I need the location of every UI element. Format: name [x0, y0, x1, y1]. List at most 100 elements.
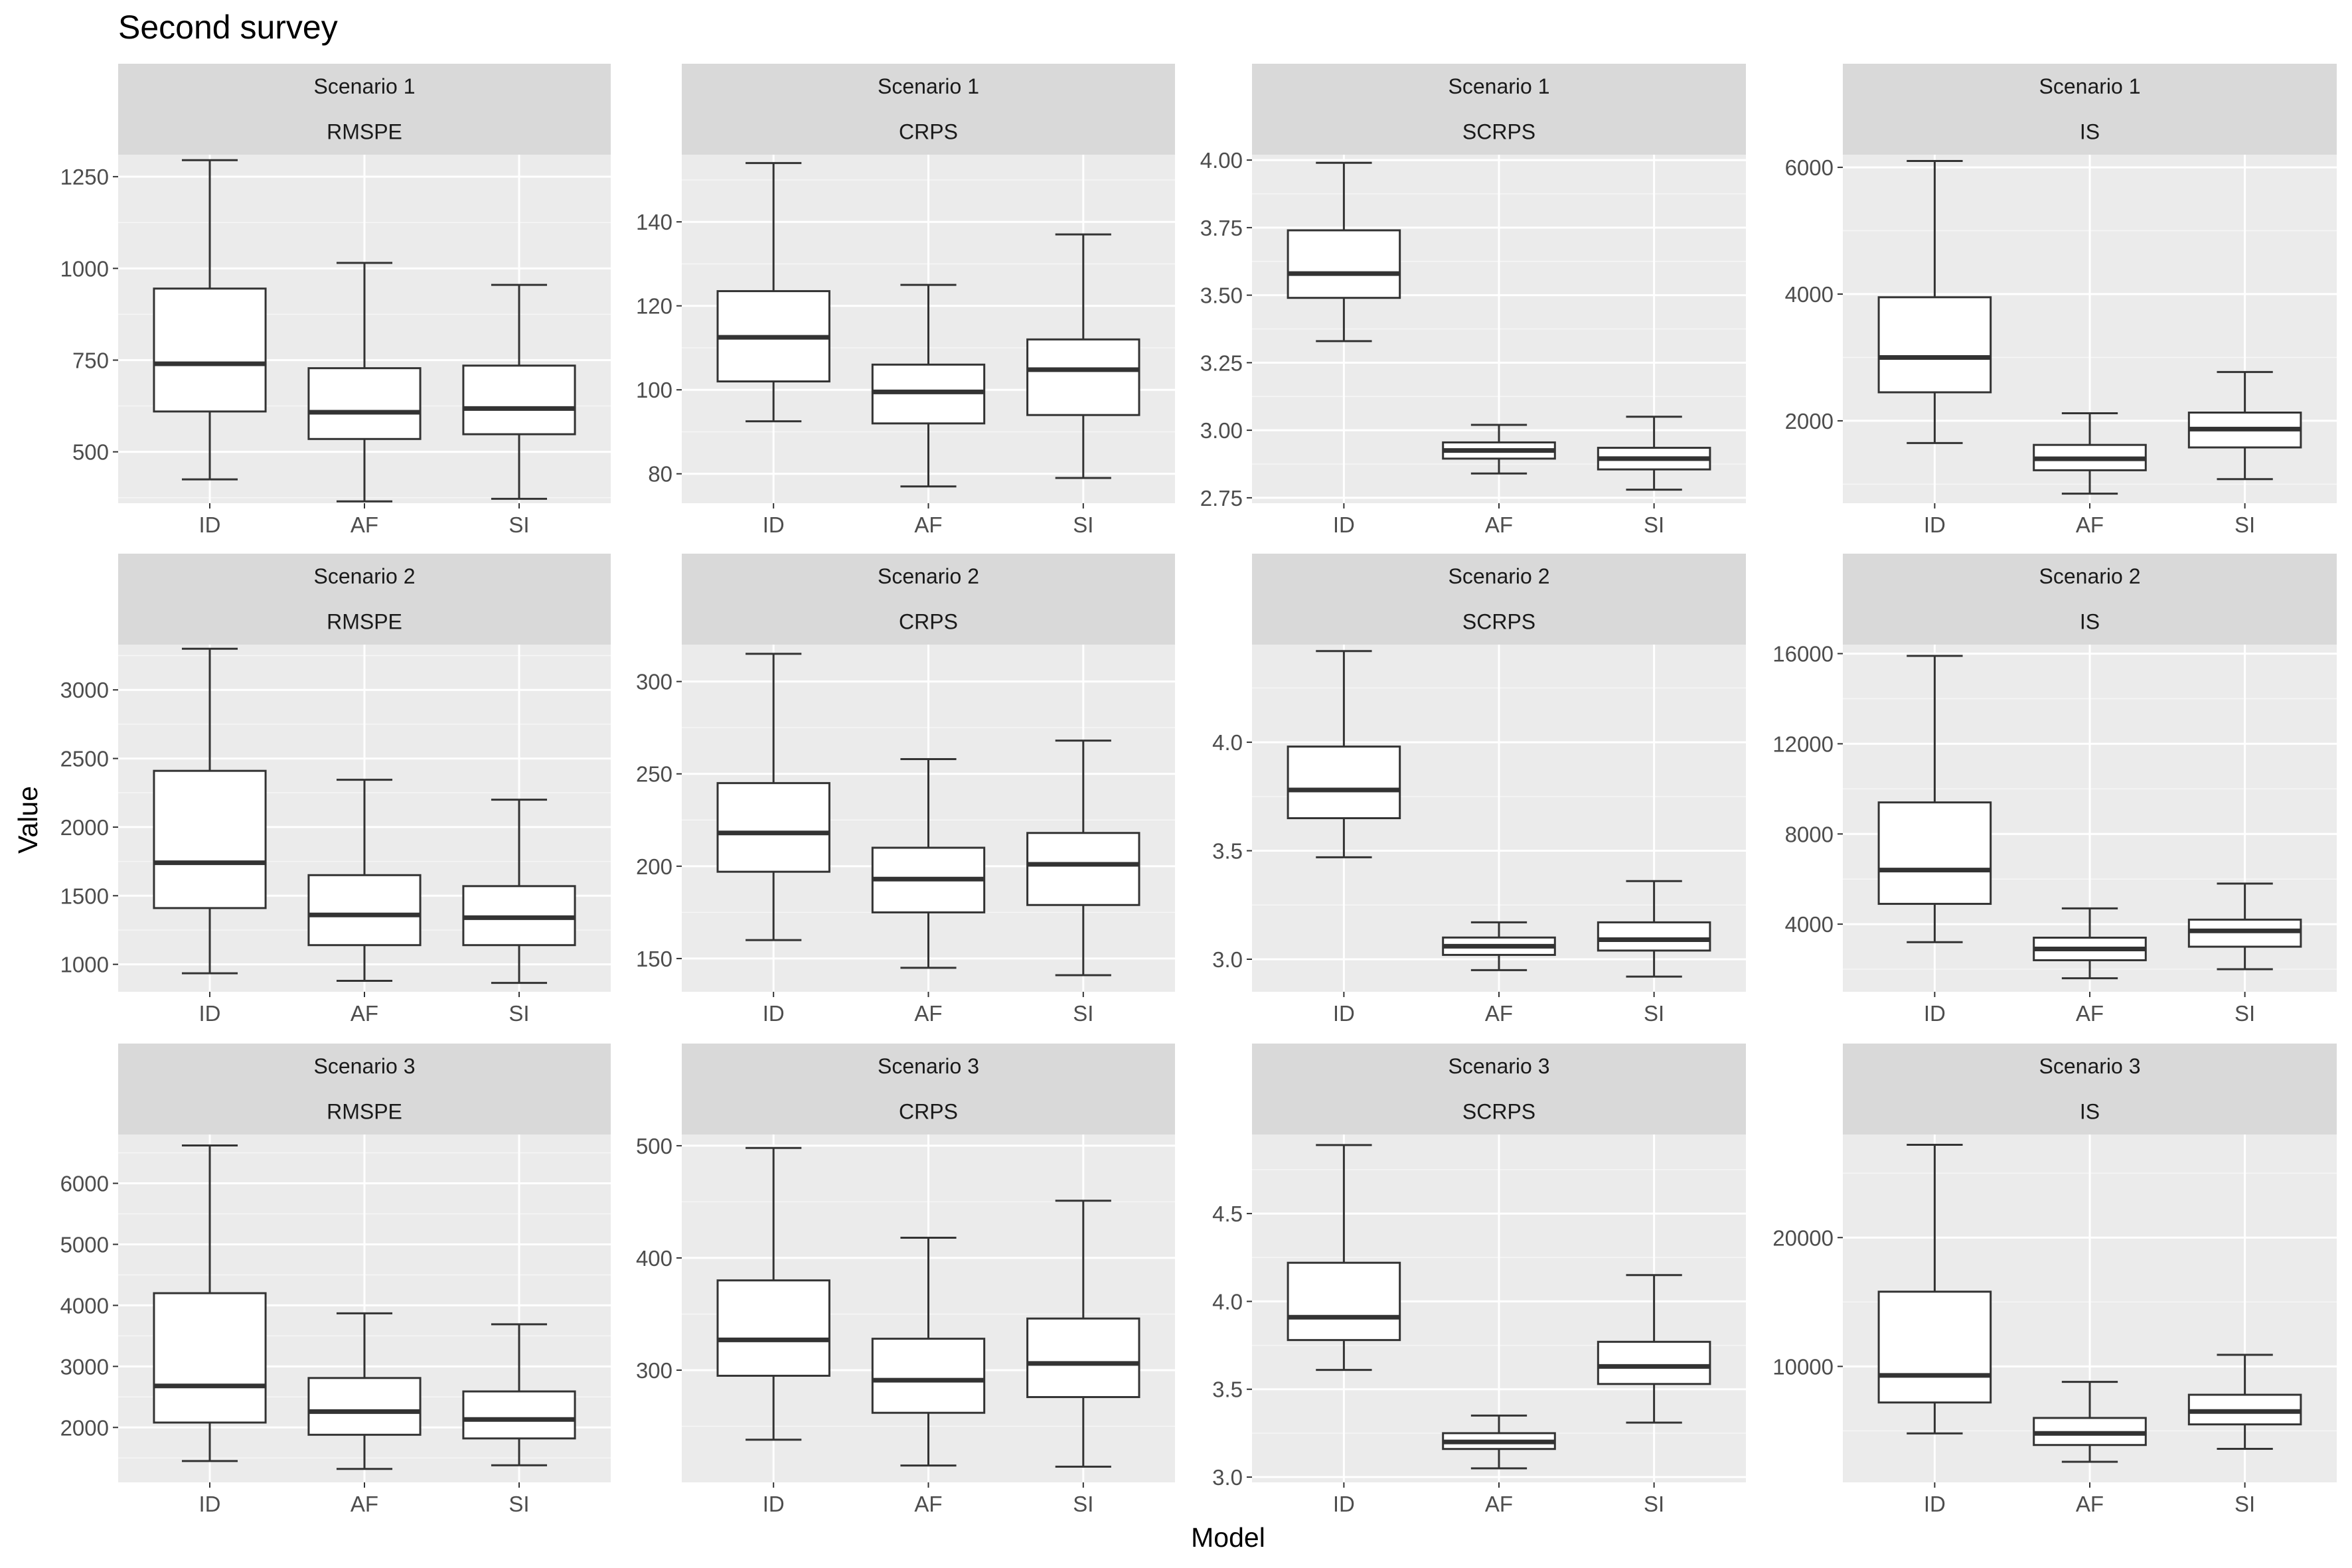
boxplot-af [307, 779, 422, 982]
x-tick-label: AF [351, 1001, 378, 1026]
interquartile-box [1597, 1340, 1711, 1385]
y-tick-label: 3.25 [1200, 351, 1243, 375]
boxplot-si [1597, 1274, 1711, 1424]
x-tick-label: ID [199, 1492, 221, 1516]
y-tick-label: 2000 [1785, 409, 1834, 433]
x-tick-label: ID [199, 512, 221, 537]
x-tick-label: SI [509, 1001, 529, 1026]
y-tick-label: 80 [648, 462, 672, 487]
panel-scenario-2-is: Scenario 2 IS 4000 8000 12000 16000 ID AF SI [1772, 554, 2337, 1026]
interquartile-box [1877, 801, 1992, 905]
boxplot-si [2187, 1354, 2302, 1450]
y-tick-label: 12000 [1772, 732, 1834, 756]
boxplot-si [1597, 416, 1711, 491]
y-tick-label: 300 [636, 1358, 672, 1383]
y-tick-label: 4.0 [1212, 1289, 1243, 1314]
interquartile-box [1597, 921, 1711, 952]
x-tick-label: SI [2234, 512, 2255, 537]
x-tick-label: SI [1644, 512, 1664, 537]
strip-scenario-label: Scenario 1 [2039, 74, 2141, 98]
y-tick-label: 3.5 [1212, 839, 1243, 864]
boxplot-id [716, 1146, 830, 1441]
y-tick-label: 2000 [60, 815, 109, 840]
strip-scenario-label: Scenario 3 [1449, 1054, 1550, 1078]
strip-metric-label: IS [2080, 1100, 2100, 1124]
facet-strip [682, 1044, 1175, 1135]
y-tick-label: 1000 [60, 953, 109, 977]
interquartile-box [1877, 1291, 1992, 1404]
x-tick-label: SI [1644, 1492, 1664, 1516]
y-tick-label: 3.50 [1200, 283, 1243, 308]
y-tick-label: 4000 [60, 1293, 109, 1318]
boxplot-af [2033, 1381, 2147, 1463]
strip-scenario-label: Scenario 2 [2039, 564, 2141, 588]
facet-strip [1252, 1044, 1746, 1135]
y-tick-label: 4000 [1785, 282, 1834, 307]
panel-scenario-3-scrps: Scenario 3 SCRPS 3.0 3.5 4.0 4.5 ID AF SI [1212, 1044, 1746, 1516]
strip-metric-label: CRPS [899, 120, 958, 144]
y-tick-label: 140 [636, 210, 672, 234]
boxplot-si [1026, 740, 1140, 977]
interquartile-box [1287, 229, 1401, 299]
x-tick-label: ID [199, 1001, 221, 1026]
interquartile-box [1026, 1317, 1140, 1399]
y-tick-label: 3.0 [1212, 1465, 1243, 1490]
x-tick-label: ID [1333, 1492, 1355, 1516]
x-tick-label: AF [2076, 512, 2104, 537]
x-tick-label: SI [2234, 1492, 2255, 1516]
y-tick-label: 2500 [60, 747, 109, 771]
y-tick-label: 300 [636, 670, 672, 694]
strip-scenario-label: Scenario 1 [878, 74, 979, 98]
strip-scenario-label: Scenario 2 [314, 564, 416, 588]
boxplot-si [2187, 370, 2302, 481]
x-tick-label: AF [914, 1001, 942, 1026]
strip-metric-label: RMSPE [327, 610, 402, 634]
y-tick-label: 16000 [1772, 642, 1834, 666]
y-tick-label: 5000 [60, 1232, 109, 1257]
interquartile-box [462, 364, 576, 435]
strip-scenario-label: Scenario 1 [314, 74, 416, 98]
x-tick-label: AF [914, 1492, 942, 1516]
interquartile-box [716, 782, 830, 873]
x-tick-label: AF [1485, 1001, 1513, 1026]
x-tick-label: SI [1644, 1001, 1664, 1026]
boxplot-si [462, 1323, 576, 1466]
boxplot-id [153, 159, 267, 481]
facet-strip [1252, 554, 1746, 645]
boxplot-af [1442, 921, 1556, 971]
y-tick-label: 150 [636, 947, 672, 971]
x-tick-label: AF [351, 1492, 378, 1516]
strip-scenario-label: Scenario 3 [314, 1054, 416, 1078]
y-tick-label: 2.75 [1200, 486, 1243, 510]
panel-scenario-1-is: Scenario 1 IS 2000 4000 6000 ID AF SI [1785, 64, 2337, 537]
x-tick-label: SI [2234, 1001, 2255, 1026]
boxplot-af [1442, 1414, 1556, 1470]
strip-metric-label: SCRPS [1462, 1100, 1535, 1124]
strip-scenario-label: Scenario 2 [1449, 564, 1550, 588]
facet-strip [1843, 1044, 2337, 1135]
interquartile-box [1877, 296, 1992, 394]
y-tick-label: 1250 [60, 165, 109, 189]
facet-strip [1843, 64, 2337, 155]
x-tick-label: ID [763, 1492, 785, 1516]
x-tick-label: ID [1924, 1001, 1946, 1026]
interquartile-box [153, 287, 267, 413]
interquartile-box [462, 1390, 576, 1440]
y-tick-label: 3000 [60, 678, 109, 702]
y-tick-label: 8000 [1785, 822, 1834, 846]
y-tick-label: 3000 [60, 1354, 109, 1379]
boxplot-id [153, 647, 267, 975]
x-tick-label: ID [1924, 1492, 1946, 1516]
panel-scenario-2-crps: Scenario 2 CRPS 150 200 250 300 ID AF SI [636, 554, 1175, 1026]
x-tick-label: ID [763, 1001, 785, 1026]
panel-scenario-3-crps: Scenario 3 CRPS 300 400 500 ID AF SI [636, 1044, 1175, 1516]
x-tick-label: ID [1924, 512, 1946, 537]
boxplot-id [716, 162, 830, 423]
y-tick-label: 200 [636, 854, 672, 879]
boxplot-si [462, 799, 576, 984]
boxplot-id [1877, 655, 1992, 943]
panel-scenario-1-rmspe: Scenario 1 RMSPE 500 750 1000 1250 ID AF SI [60, 64, 611, 537]
y-tick-label: 500 [636, 1134, 672, 1158]
y-tick-label: 3.0 [1212, 947, 1243, 972]
